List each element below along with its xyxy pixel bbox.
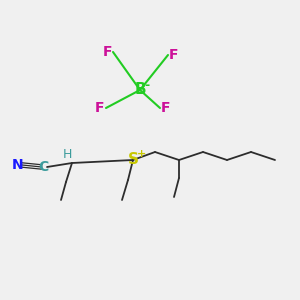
Text: B: B [134, 82, 146, 98]
Text: H: H [62, 148, 72, 161]
Text: N: N [12, 158, 24, 172]
Text: F: F [169, 48, 179, 62]
Text: F: F [95, 101, 105, 115]
Text: S: S [128, 152, 139, 167]
Text: -: - [144, 79, 150, 92]
Text: F: F [102, 45, 112, 59]
Text: C: C [38, 160, 48, 174]
Text: F: F [161, 101, 171, 115]
Text: +: + [136, 149, 146, 159]
